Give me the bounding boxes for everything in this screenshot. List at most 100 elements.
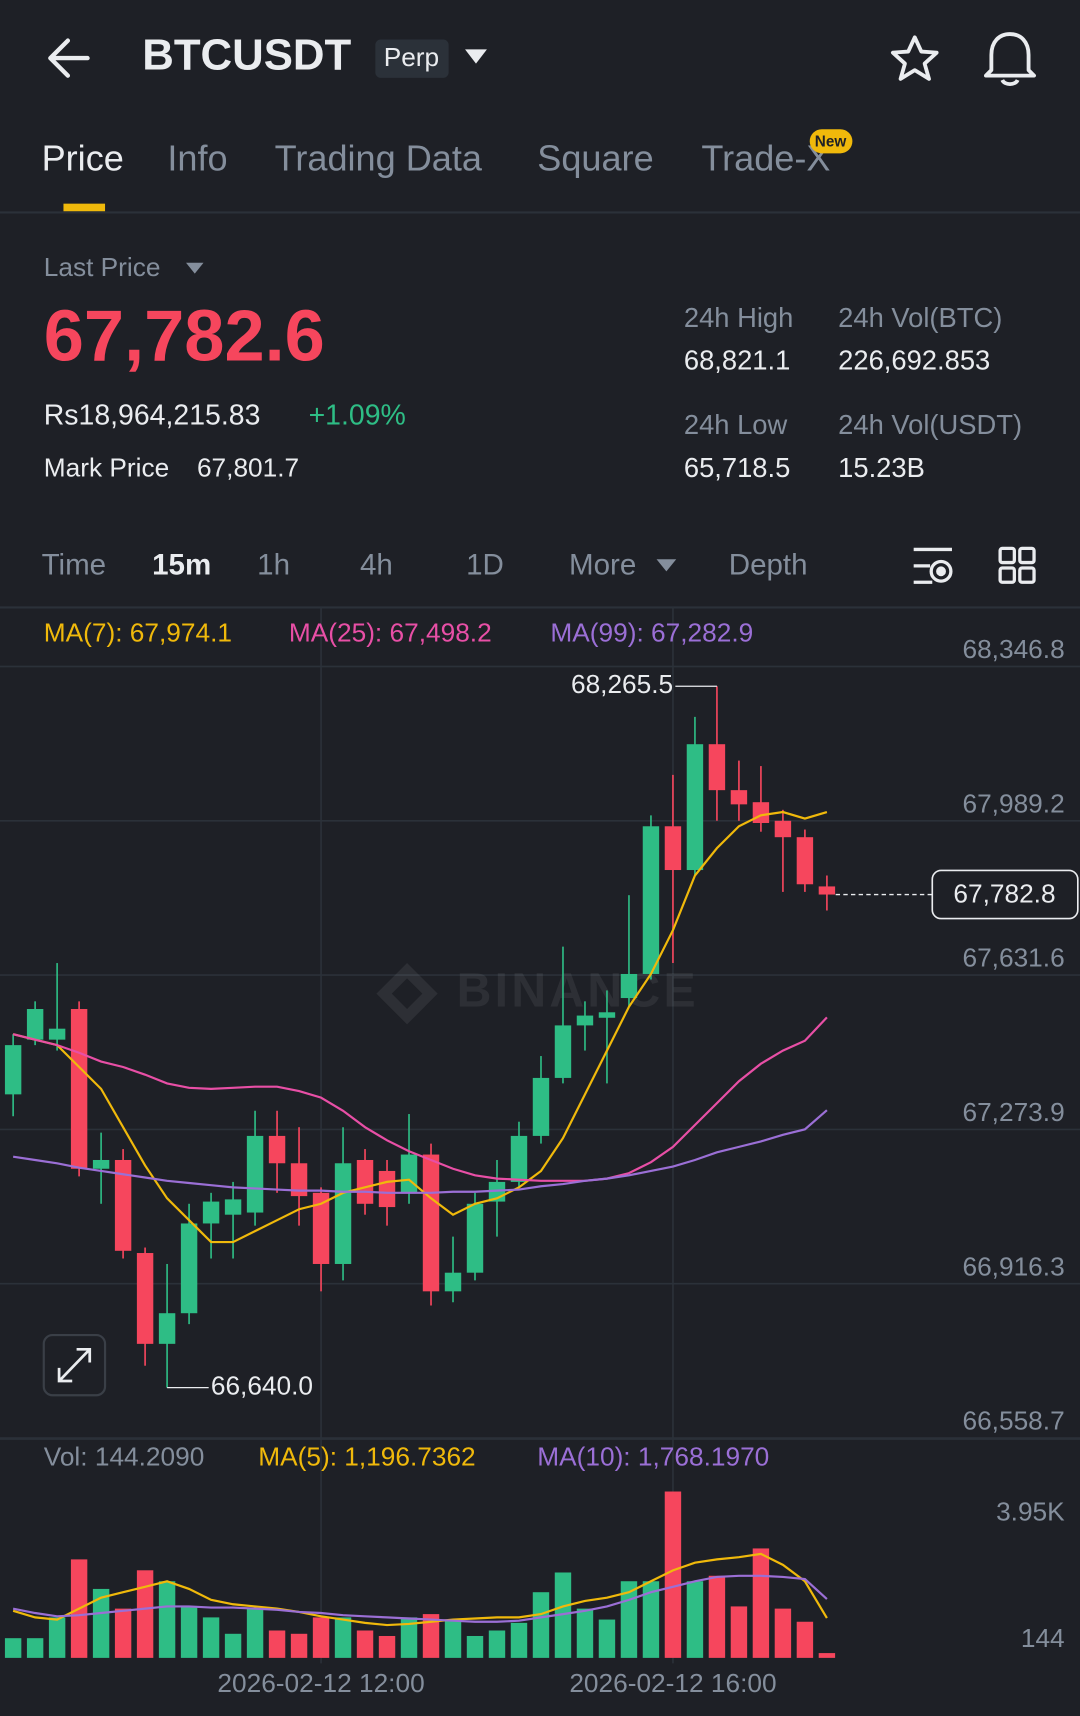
interval-option[interactable]: 1h — [257, 549, 290, 582]
annotation-label: 68,265.5 — [571, 669, 673, 699]
volume-bar — [796, 1621, 814, 1658]
candle-body — [532, 1077, 550, 1136]
volume-bar — [224, 1633, 242, 1658]
candle-body — [576, 1015, 594, 1026]
more-dropdown[interactable] — [656, 559, 677, 572]
moving-average-line — [12, 1109, 828, 1194]
last-price-tag-label: 67,782.8 — [953, 879, 1055, 909]
symbol-dropdown[interactable] — [465, 49, 487, 64]
volume-bar — [26, 1638, 44, 1658]
price-change: +1.09% — [309, 400, 406, 432]
x-tick-label: 2026-02-12 16:00 — [569, 1668, 776, 1698]
mark-price-label: Mark Price — [44, 452, 169, 482]
y-tick-label: 66,916.3 — [962, 1251, 1064, 1281]
alert-button[interactable] — [983, 32, 1036, 87]
volume-bar — [708, 1575, 726, 1658]
y-tick-label: 68,346.8 — [962, 634, 1064, 664]
legend-entry: MA(10): 1,768.1970 — [537, 1442, 769, 1472]
fullscreen-button[interactable] — [42, 1333, 107, 1397]
interval-option[interactable]: More — [569, 549, 636, 582]
interval-option[interactable]: Depth — [729, 549, 808, 582]
stat-label: 24h Vol(BTC) — [838, 302, 1002, 333]
volume-bar — [510, 1622, 528, 1658]
volume-bar — [246, 1608, 264, 1658]
candle-body — [290, 1163, 308, 1197]
candle-body — [796, 837, 814, 885]
volume-title: Vol: 144.2090 — [44, 1442, 205, 1472]
symbol[interactable]: BTCUSDT — [142, 31, 351, 80]
volume-bar — [422, 1614, 440, 1658]
interval-option[interactable]: 15m — [152, 549, 211, 582]
annotation-label: 66,640.0 — [211, 1371, 313, 1401]
back-button[interactable] — [48, 38, 90, 78]
chart-settings-button[interactable] — [913, 547, 953, 584]
volume-bar — [180, 1606, 198, 1658]
stat-value: 15.23B — [838, 452, 925, 483]
interval-option[interactable]: 1D — [466, 549, 504, 582]
layout-button[interactable] — [998, 546, 1036, 584]
volume-ma-line — [12, 1574, 828, 1623]
volume-bar — [158, 1581, 176, 1658]
candle-body — [664, 826, 682, 871]
y-tick-label: 67,273.9 — [962, 1097, 1064, 1127]
volume-bar — [356, 1630, 374, 1658]
moving-average-line — [12, 810, 828, 1244]
candle-body — [70, 1009, 88, 1169]
stat-value: 68,821.1 — [684, 345, 790, 376]
tab[interactable]: Square — [537, 138, 653, 179]
contract-type: Perp — [384, 42, 439, 72]
candle-body — [202, 1201, 220, 1224]
y-tick-label: 66,558.7 — [962, 1406, 1064, 1436]
candle-body — [312, 1192, 330, 1264]
interval-option[interactable]: Time — [42, 549, 107, 582]
candle-body — [818, 886, 836, 895]
x-tick-label: 2026-02-12 12:00 — [217, 1668, 424, 1698]
volume-tick-label: 3.95K — [996, 1496, 1065, 1526]
tab[interactable]: Trade-X — [701, 138, 830, 179]
interval-bar: Time 15m 1h 4h 1D More Depth — [42, 549, 808, 582]
volume-bar — [818, 1653, 836, 1658]
volume-bar — [114, 1608, 132, 1658]
volume-bar — [334, 1617, 352, 1658]
legend-entry: MA(99): 67,282.9 — [550, 618, 753, 648]
candle-body — [224, 1199, 242, 1215]
candle-body — [620, 973, 638, 999]
candle-body — [246, 1135, 264, 1213]
candle-body — [708, 744, 726, 791]
volume-bar — [4, 1638, 22, 1658]
candle-body — [598, 1012, 616, 1018]
tab-bar: Price Info Trading Data Square Trade-X — [42, 138, 831, 179]
volume-tick-label: 144 — [1021, 1623, 1065, 1653]
candle-body — [158, 1313, 176, 1344]
candle-body — [114, 1159, 132, 1251]
volume-bar — [48, 1617, 66, 1658]
candle-body — [400, 1154, 418, 1193]
volume-bar — [576, 1608, 594, 1658]
tab[interactable]: Info — [167, 138, 227, 179]
volume-bar — [774, 1608, 792, 1658]
volume-bar — [444, 1619, 462, 1658]
volume-bar — [752, 1548, 770, 1658]
candle-body — [378, 1170, 396, 1208]
tab[interactable]: Price — [42, 138, 124, 179]
candle-body — [4, 1045, 22, 1095]
favorite-button[interactable] — [890, 35, 939, 81]
candle-body — [92, 1159, 110, 1169]
volume-bar — [268, 1630, 286, 1658]
y-tick-label: 67,989.2 — [962, 788, 1064, 818]
interval-option[interactable]: 4h — [360, 549, 393, 582]
candle-body — [26, 1009, 44, 1040]
tab[interactable]: Trading Data — [275, 138, 483, 179]
moving-average-line — [12, 1016, 828, 1182]
contract-badge — [375, 39, 449, 78]
legend-entry: MA(7): 67,974.1 — [44, 618, 232, 648]
last-price-dropdown[interactable] — [186, 262, 204, 274]
volume-bar — [642, 1581, 660, 1658]
candle-body — [268, 1135, 286, 1164]
price-chart: 2026-02-12 12:00 2026-02-12 16:00 68,346.8… — [0, 607, 1080, 1698]
candle-body — [180, 1223, 198, 1314]
volume-bar — [92, 1588, 110, 1658]
legend-entry: MA(25): 67,498.2 — [289, 618, 492, 648]
stat-label: 24h Vol(USDT) — [838, 409, 1022, 440]
